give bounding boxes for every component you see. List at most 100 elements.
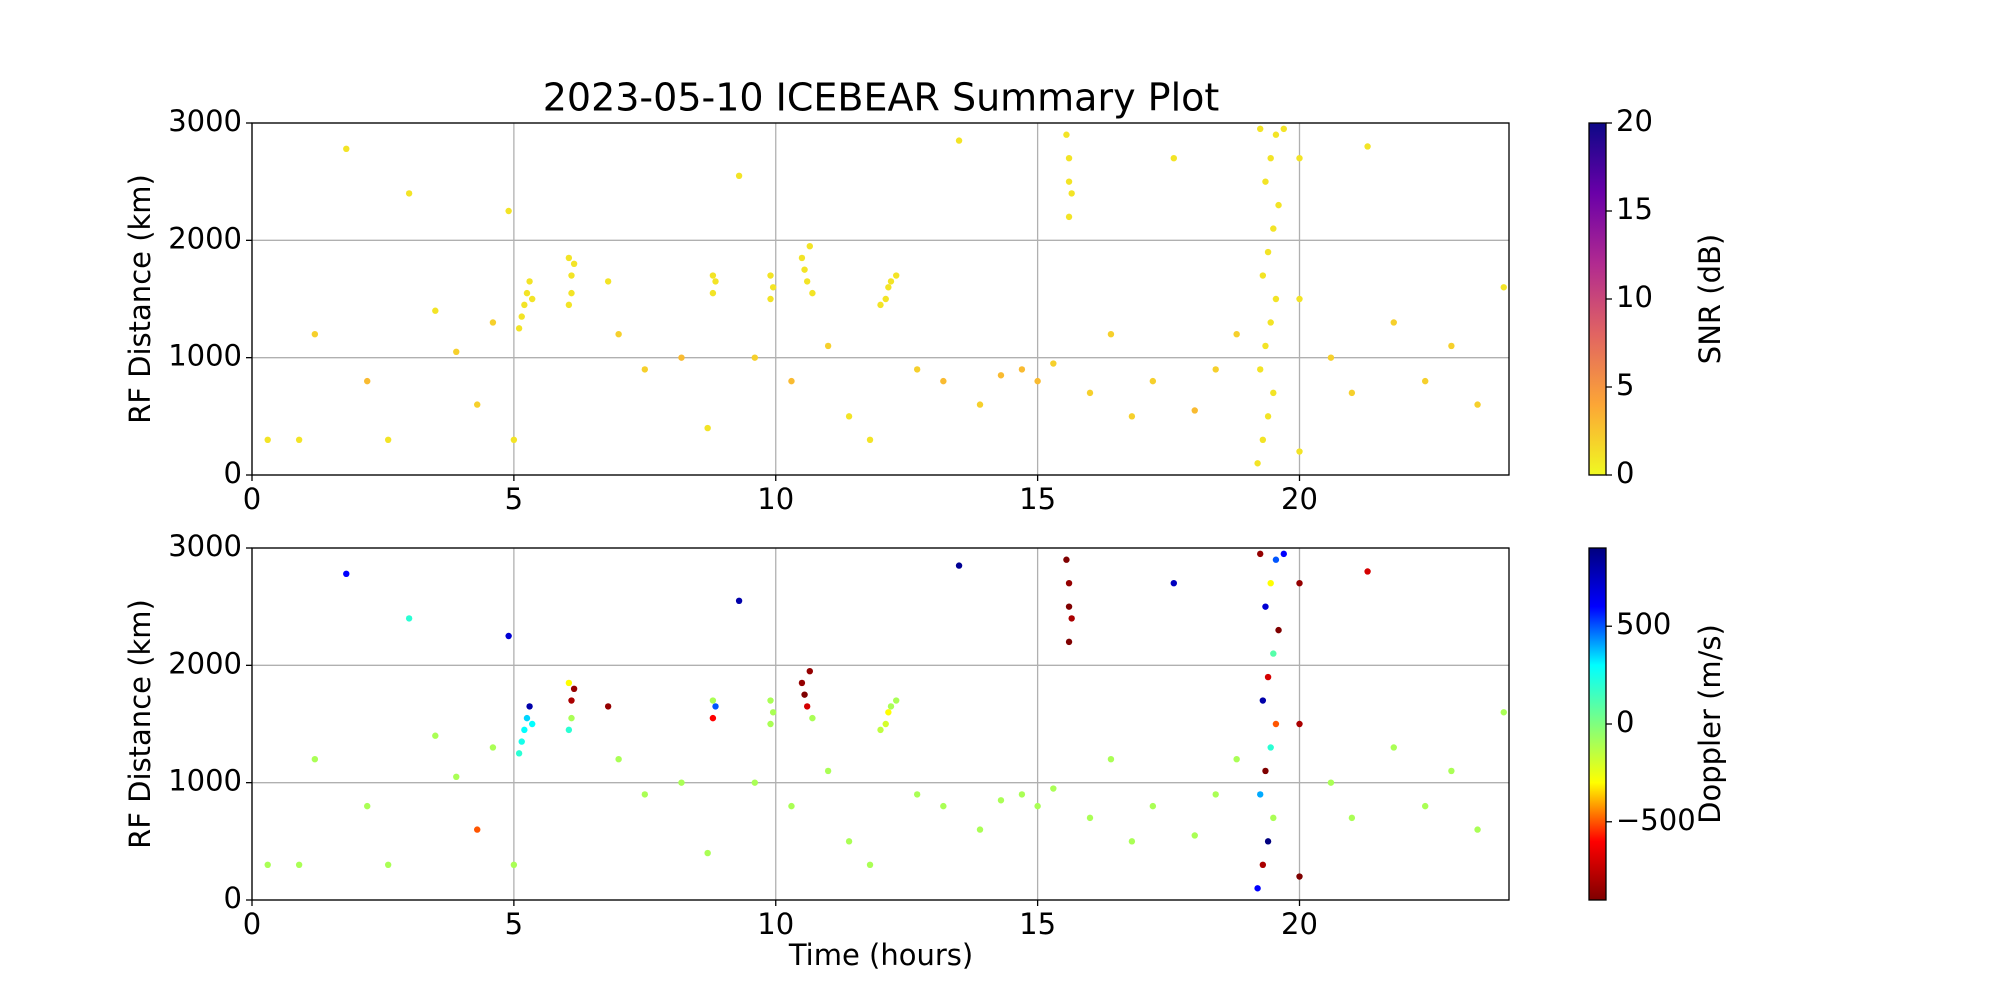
data-point — [1170, 155, 1178, 162]
data-point — [767, 295, 774, 303]
data-point — [885, 709, 892, 716]
data-point — [1272, 556, 1280, 563]
data-point — [526, 278, 533, 285]
data-point — [955, 137, 963, 144]
data-point — [384, 861, 392, 868]
data-point — [1065, 580, 1073, 587]
data-point — [1264, 838, 1272, 845]
data-point — [1065, 603, 1073, 610]
data-point — [1034, 802, 1041, 810]
data-point — [887, 278, 895, 285]
data-point — [1500, 709, 1507, 716]
data-point — [877, 301, 884, 309]
data-point — [521, 301, 528, 309]
data-point — [1262, 767, 1269, 775]
data-point — [1270, 650, 1277, 657]
data-point — [1149, 802, 1157, 810]
data-point — [1267, 580, 1274, 587]
data-point — [769, 284, 777, 291]
data-point — [798, 679, 806, 687]
data-point — [311, 331, 319, 338]
x-tick-label: 15 — [1019, 482, 1056, 516]
y-axis-label: RF Distance (km) — [123, 174, 157, 424]
data-point — [1474, 826, 1481, 833]
data-point — [955, 562, 963, 569]
x-tick-label: 0 — [243, 482, 261, 516]
data-point — [866, 861, 874, 868]
data-point — [311, 756, 319, 763]
data-point — [1296, 873, 1303, 880]
data-point — [882, 295, 889, 303]
data-point — [1296, 580, 1303, 587]
data-point — [405, 190, 413, 197]
data-point — [913, 791, 921, 798]
data-point — [1267, 155, 1274, 162]
colorbar-label: SNR (dB) — [1693, 234, 1727, 364]
data-point — [798, 254, 806, 262]
colorbar-tick-label: 15 — [1616, 192, 1653, 226]
data-point — [1065, 155, 1073, 162]
data-point — [510, 861, 518, 868]
data-point — [1270, 814, 1277, 822]
colorbar — [1588, 547, 1607, 901]
data-point — [1348, 814, 1356, 822]
data-point — [824, 767, 832, 775]
y-tick-label: 1000 — [168, 764, 242, 798]
chart-title: 2023-05-10 ICEBEAR Summary Plot — [543, 76, 1220, 120]
y-tick-label: 3000 — [168, 529, 242, 563]
data-point — [893, 272, 900, 279]
data-point — [1364, 143, 1371, 150]
y-tick-label: 0 — [224, 456, 242, 490]
data-point — [1191, 832, 1198, 839]
data-point — [515, 325, 523, 332]
data-point — [343, 570, 350, 578]
data-point — [384, 436, 392, 443]
x-tick-label: 5 — [505, 907, 523, 941]
data-point — [751, 779, 758, 786]
data-point — [1422, 377, 1429, 385]
data-point — [1107, 756, 1115, 763]
data-point — [769, 709, 777, 716]
data-point — [806, 243, 813, 250]
data-point — [1296, 295, 1303, 303]
data-point — [806, 668, 813, 675]
data-point — [735, 597, 743, 604]
data-point — [1257, 366, 1264, 373]
data-point — [809, 289, 816, 297]
data-point — [1170, 580, 1178, 587]
plot-frame — [251, 547, 1510, 901]
data-point — [521, 726, 528, 734]
data-point — [641, 366, 649, 373]
data-point — [570, 260, 578, 267]
data-point — [615, 331, 622, 338]
data-point — [615, 756, 622, 763]
data-point — [1065, 638, 1073, 646]
data-point — [976, 826, 984, 833]
data-point — [364, 377, 371, 385]
data-point — [1275, 626, 1282, 634]
data-point — [1272, 720, 1280, 728]
data-point — [1063, 556, 1070, 563]
data-point — [788, 802, 795, 810]
data-point — [1191, 407, 1198, 414]
data-point — [824, 342, 832, 350]
data-point — [1086, 814, 1094, 822]
colorbar-tick-label: 5 — [1616, 368, 1634, 402]
data-point — [405, 615, 413, 622]
data-point — [432, 732, 439, 739]
data-point — [709, 272, 717, 279]
data-point — [505, 632, 512, 640]
data-point — [518, 313, 525, 320]
x-tick-label: 10 — [757, 482, 794, 516]
data-point — [893, 697, 900, 704]
data-point — [1500, 284, 1507, 291]
data-point — [976, 401, 984, 408]
data-point — [295, 861, 303, 868]
data-point — [1390, 744, 1397, 751]
data-point — [1257, 125, 1264, 133]
data-point — [712, 278, 719, 285]
data-point — [510, 436, 518, 443]
data-point — [1270, 225, 1277, 232]
data-point — [1296, 448, 1303, 455]
data-point — [1448, 767, 1455, 775]
